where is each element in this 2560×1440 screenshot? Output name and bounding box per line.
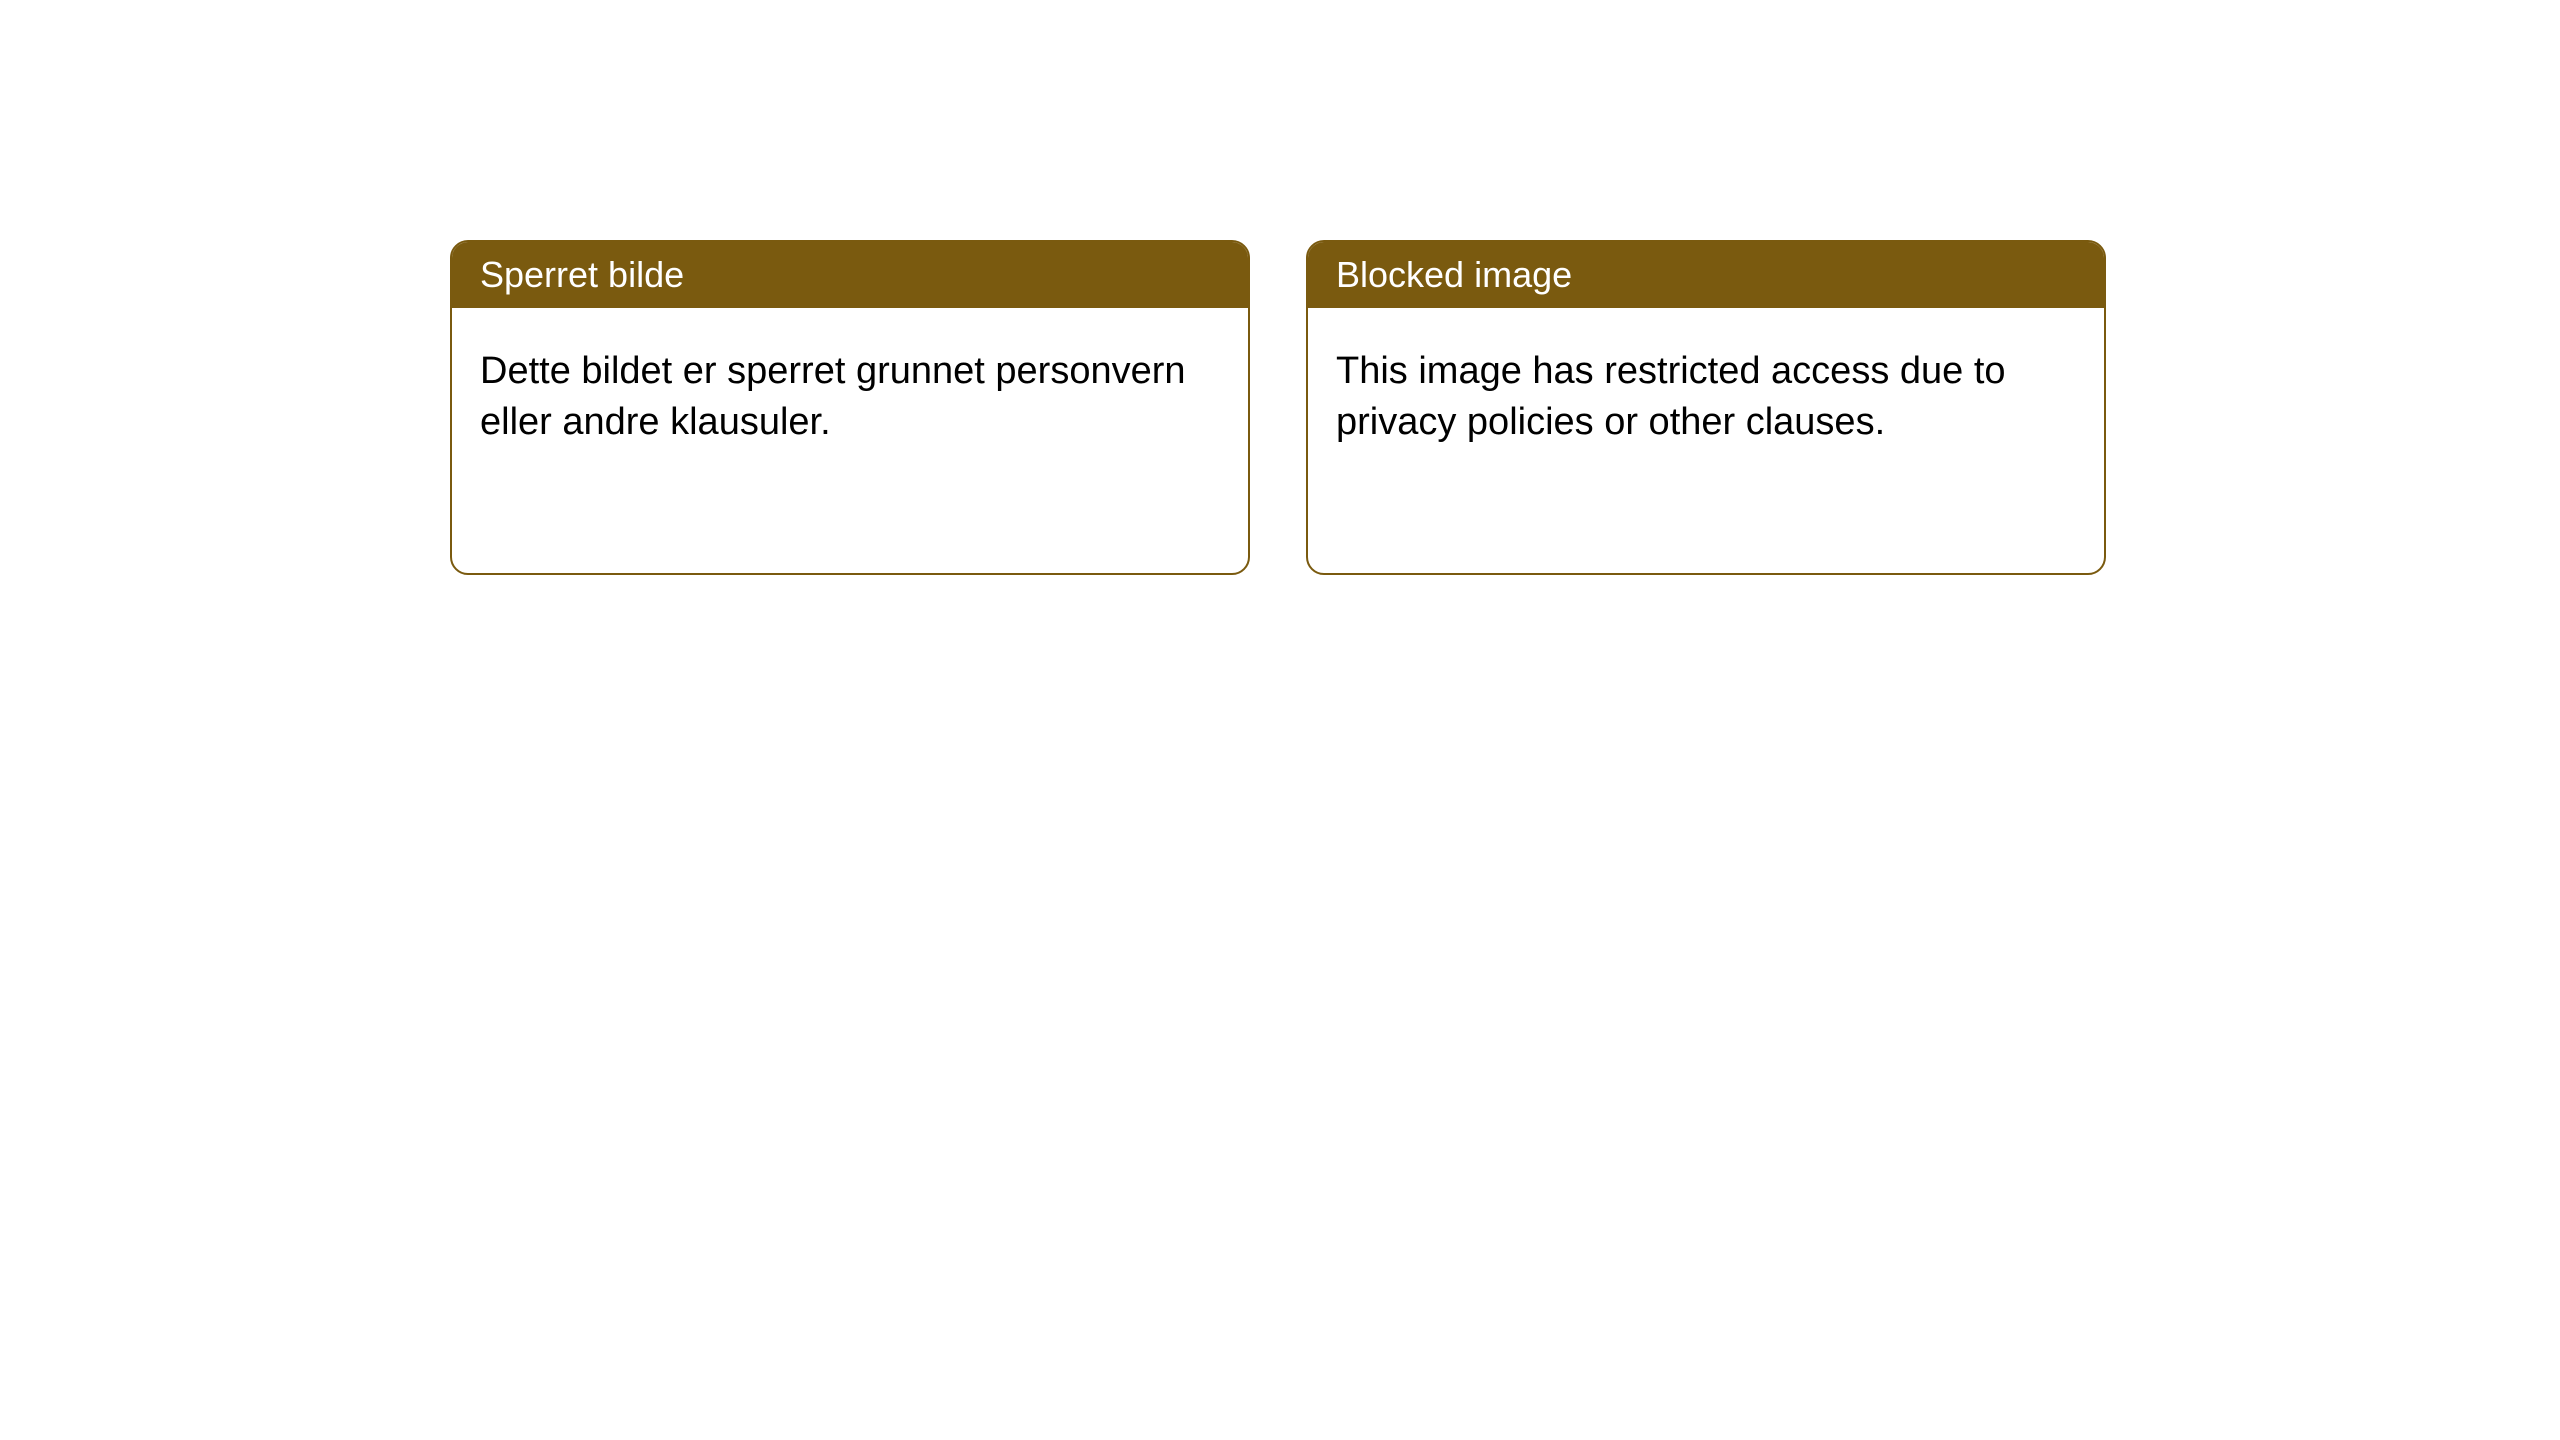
card-body-text: Dette bildet er sperret grunnet personve… bbox=[480, 350, 1186, 443]
notice-container: Sperret bilde Dette bildet er sperret gr… bbox=[0, 0, 2560, 575]
card-body: Dette bildet er sperret grunnet personve… bbox=[452, 308, 1248, 487]
blocked-image-card-en: Blocked image This image has restricted … bbox=[1306, 240, 2106, 575]
card-body: This image has restricted access due to … bbox=[1308, 308, 2104, 487]
card-title: Blocked image bbox=[1336, 254, 1572, 295]
blocked-image-card-no: Sperret bilde Dette bildet er sperret gr… bbox=[450, 240, 1250, 575]
card-title: Sperret bilde bbox=[480, 254, 684, 295]
card-body-text: This image has restricted access due to … bbox=[1336, 350, 2006, 443]
card-header: Sperret bilde bbox=[452, 242, 1248, 308]
card-header: Blocked image bbox=[1308, 242, 2104, 308]
